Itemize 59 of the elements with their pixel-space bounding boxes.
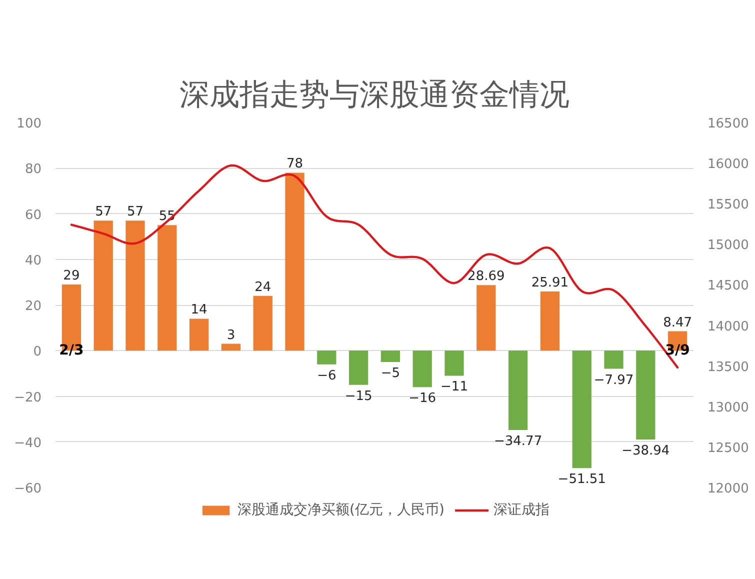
data-label: 8.47	[663, 315, 692, 330]
y2-tick-label: 16000	[708, 157, 749, 172]
bar	[444, 350, 464, 376]
data-label: 25.91	[531, 276, 569, 291]
legend-label: 深股通成交净买额(亿元，人民币)	[238, 501, 444, 519]
bar	[189, 318, 209, 351]
data-label: 57	[95, 204, 112, 220]
bar	[94, 220, 113, 351]
bar	[540, 292, 560, 351]
bar	[253, 296, 272, 351]
bar	[572, 350, 592, 468]
data-label: 14	[190, 302, 208, 318]
chart-title: 深成指走势与深股通资金情况	[180, 78, 570, 112]
y-tick-label: 0	[33, 344, 42, 360]
y-tick-label: −20	[14, 390, 42, 406]
y2-tick-label: 14500	[708, 278, 749, 294]
y-tick-label: −40	[14, 436, 42, 451]
y-tick-label: −60	[14, 482, 42, 496]
data-label: −16	[408, 391, 436, 406]
y-tick-label: 60	[24, 208, 42, 223]
y-tick-label: 80	[24, 162, 42, 178]
y2-tick-label: 12500	[708, 440, 749, 456]
data-label: −15	[344, 388, 372, 404]
bar	[380, 350, 400, 362]
bar	[508, 350, 528, 430]
legend-label: 深证成指	[493, 501, 550, 519]
data-label: 78	[286, 156, 304, 172]
data-label: −38.94	[622, 443, 670, 458]
bar	[158, 225, 177, 351]
y-tick-label: 40	[24, 253, 42, 268]
data-label: 29	[63, 268, 80, 284]
data-label: 3	[226, 328, 236, 343]
data-label: −7.97	[594, 372, 634, 388]
data-label: −51.51	[558, 472, 606, 488]
data-label: −11	[440, 380, 468, 395]
data-label: −5	[380, 366, 400, 382]
bar	[221, 344, 241, 351]
y-tick-label: 100	[16, 116, 42, 132]
bar	[126, 220, 145, 351]
data-label: 57	[126, 204, 144, 220]
y2-tick-label: 12000	[708, 482, 749, 496]
y2-tick-label: 13000	[708, 400, 749, 416]
bar	[636, 350, 656, 440]
y-tick-label: 20	[24, 299, 42, 314]
y2-tick-label: 13500	[708, 360, 749, 375]
data-label: −6	[317, 368, 336, 384]
data-label: −34.77	[494, 434, 542, 449]
bar	[604, 350, 624, 369]
y2-tick-label: 15500	[708, 198, 749, 213]
y2-tick-label: 16500	[708, 116, 749, 132]
bar	[348, 350, 368, 385]
y2-tick-label: 14000	[708, 319, 749, 334]
bar	[317, 350, 336, 364]
bar	[285, 172, 304, 351]
data-label: 24	[254, 280, 272, 295]
bar	[412, 350, 432, 388]
data-label: 28.69	[468, 269, 505, 284]
y2-tick-label: 15000	[708, 238, 749, 254]
bar	[476, 285, 496, 351]
